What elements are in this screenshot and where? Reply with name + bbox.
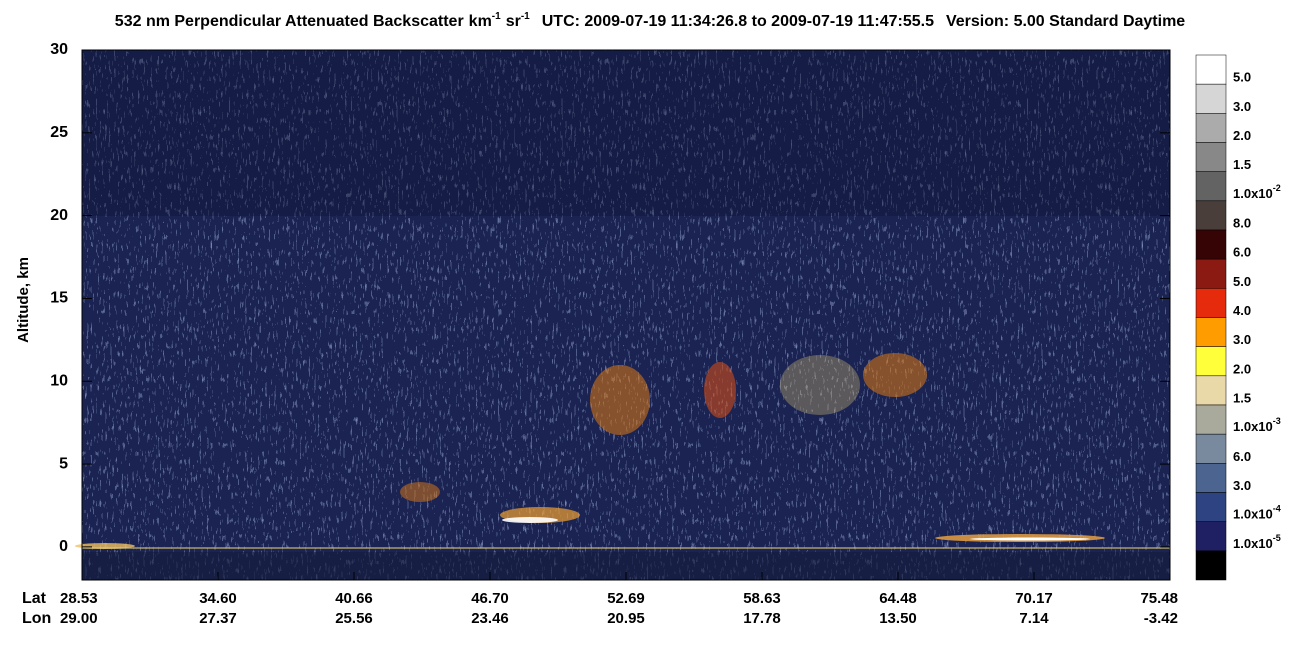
colorbar-exponent: -5 (1273, 533, 1281, 543)
y-tick-label: 30 (50, 41, 68, 58)
upper-region (82, 50, 1170, 216)
lat-label: 28.53 (60, 590, 98, 607)
lon-label: 7.14 (1019, 610, 1049, 627)
colorbar-swatch (1195, 171, 1227, 202)
aerosol (970, 537, 1090, 541)
lat-label: 34.60 (199, 590, 237, 607)
colorbar-swatch (1195, 463, 1227, 493)
unit: sr (506, 13, 521, 30)
colorbar-swatch (1195, 113, 1227, 143)
colorbar-mantissa: 1.0x10 (1233, 186, 1273, 201)
colorbar-swatch (1195, 200, 1227, 231)
colorbar-swatch (1195, 54, 1227, 85)
noise-speckles (370, 216, 930, 546)
colorbar-label: 2.0 (1233, 128, 1251, 143)
colorbar-swatch (1195, 288, 1227, 318)
colorbar-swatch (1195, 83, 1227, 114)
colorbar-mantissa: 1.0x10 (1233, 420, 1273, 435)
lat-label: 70.17 (1015, 590, 1053, 607)
cloud (704, 362, 736, 418)
aerosol (502, 517, 558, 523)
y-tick-label: 0 (59, 538, 68, 555)
chart-title: 532 nm Perpendicular Attenuated Backscat… (115, 11, 1185, 30)
lat-label: 52.69 (607, 590, 645, 607)
cloud (590, 365, 650, 435)
y-tick-label: 25 (50, 124, 68, 141)
colorbar-label: 1.0x10-4 (1233, 504, 1281, 522)
unit: km (469, 13, 492, 30)
colorbar-label: 1.0x10-2 (1233, 183, 1281, 201)
colorbar-swatch (1195, 375, 1227, 406)
colorbar-swatch (1195, 229, 1227, 260)
colorbar-exponent: -3 (1273, 417, 1281, 427)
y-axis-label: Altitude, km (15, 257, 32, 343)
lon-label: 20.95 (607, 610, 645, 627)
y-tick-label: 20 (50, 207, 68, 224)
lat-label: 75.48 (1140, 590, 1178, 607)
colorbar-label: 6.0 (1233, 245, 1251, 260)
y-tick-label: 15 (50, 290, 68, 307)
lat-label: 46.70 (471, 590, 509, 607)
colorbar-exponent: -2 (1273, 183, 1281, 193)
colorbar-label: 5.0 (1233, 70, 1251, 85)
colorbar-label: 6.0 (1233, 449, 1251, 464)
colorbar-swatch (1195, 317, 1227, 347)
unit-exponent: -1 (521, 11, 530, 22)
lon-label: 27.37 (199, 610, 237, 627)
colorbar-label: 5.0 (1233, 274, 1251, 289)
colorbar-swatch (1195, 346, 1227, 377)
cloud (863, 353, 927, 397)
lon-label: 25.56 (335, 610, 373, 627)
colorbar-swatch (1195, 521, 1227, 552)
colorbar-swatch (1195, 492, 1227, 522)
colorbar-label: 1.0x10-5 (1233, 533, 1281, 551)
aerosol (400, 482, 440, 502)
y-tick-label: 10 (50, 372, 68, 389)
colorbar-mantissa: 1.0x10 (1233, 507, 1273, 522)
colorbar-label: 1.5 (1233, 390, 1251, 405)
time-range: UTC: 2009-07-19 11:34:26.8 to 2009-07-19… (542, 13, 934, 30)
row-label: Lon (22, 610, 51, 627)
colorbar-swatch (1195, 142, 1227, 172)
version: Version: 5.00 Standard Daytime (946, 13, 1185, 30)
lon-label: 23.46 (471, 610, 509, 627)
title-text: 532 nm Perpendicular Attenuated Backscat… (115, 13, 464, 30)
cloud (780, 355, 860, 415)
lon-label: 13.50 (879, 610, 917, 627)
colorbar-label: 1.0x10-3 (1233, 417, 1281, 435)
colorbar-mantissa: 1.0x10 (1233, 536, 1273, 551)
colorbar-swatch (1195, 258, 1227, 289)
colorbar-label: 3.0 (1233, 99, 1251, 114)
colorbar-label: 1.5 (1233, 157, 1251, 172)
aerosol-cloud-features (75, 353, 1170, 549)
colorbar-exponent: -4 (1273, 504, 1281, 514)
lat-label: 58.63 (743, 590, 781, 607)
colorbar-label: 3.0 (1233, 478, 1251, 493)
lat-label: 40.66 (335, 590, 373, 607)
lon-label: 29.00 (60, 610, 98, 627)
row-label: Lat (22, 590, 47, 607)
lat-label: 64.48 (879, 590, 917, 607)
y-tick-label: 5 (59, 455, 68, 472)
colorbar-swatch (1195, 404, 1227, 435)
colorbar-label: 8.0 (1233, 215, 1251, 230)
colorbar-swatch (1195, 550, 1227, 581)
colorbar-swatch (1195, 433, 1227, 464)
lon-label: 17.78 (743, 610, 781, 627)
colorbar-label: 4.0 (1233, 303, 1251, 318)
colorbar-label: 2.0 (1233, 361, 1251, 376)
unit-exponent: -1 (492, 11, 501, 22)
colorbar-label: 3.0 (1233, 332, 1251, 347)
lon-label: -3.42 (1144, 610, 1178, 627)
